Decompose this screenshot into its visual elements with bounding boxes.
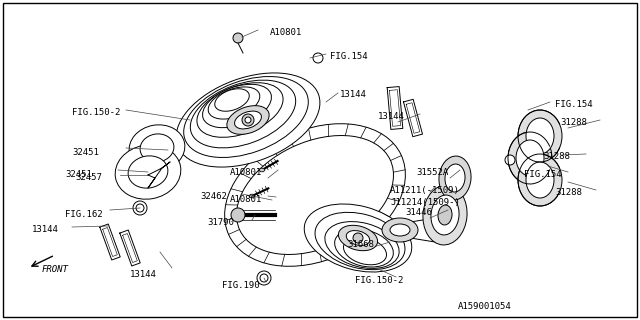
Text: 32462: 32462 — [200, 192, 227, 201]
Ellipse shape — [339, 225, 378, 251]
Ellipse shape — [190, 80, 296, 148]
Text: 13144: 13144 — [130, 270, 157, 279]
Ellipse shape — [215, 89, 249, 111]
Text: 13144: 13144 — [340, 90, 367, 99]
Text: FIG.162: FIG.162 — [65, 210, 102, 219]
Text: A11211(-1509): A11211(-1509) — [390, 186, 460, 195]
Text: 31552A: 31552A — [416, 168, 448, 177]
Ellipse shape — [115, 145, 181, 199]
Ellipse shape — [315, 212, 405, 270]
Circle shape — [260, 274, 268, 282]
Ellipse shape — [227, 106, 269, 134]
Ellipse shape — [140, 134, 174, 162]
Circle shape — [353, 233, 363, 243]
Ellipse shape — [390, 224, 410, 236]
Text: 31288: 31288 — [560, 118, 587, 127]
Text: FRONT: FRONT — [42, 265, 69, 274]
Ellipse shape — [235, 111, 261, 129]
Ellipse shape — [208, 87, 260, 119]
Text: FIG.154: FIG.154 — [330, 52, 367, 61]
Ellipse shape — [304, 204, 412, 272]
Ellipse shape — [129, 125, 185, 171]
Circle shape — [133, 201, 147, 215]
Text: 31668: 31668 — [347, 240, 374, 249]
Text: 31446: 31446 — [405, 208, 432, 217]
Text: 32451: 32451 — [72, 148, 99, 157]
Text: 31288: 31288 — [555, 188, 582, 197]
Circle shape — [505, 155, 515, 165]
Circle shape — [231, 208, 245, 222]
Circle shape — [257, 271, 271, 285]
Ellipse shape — [197, 83, 283, 137]
Ellipse shape — [526, 118, 554, 154]
Ellipse shape — [335, 229, 394, 267]
Polygon shape — [249, 194, 255, 198]
Circle shape — [233, 33, 243, 43]
Ellipse shape — [518, 154, 562, 206]
Ellipse shape — [382, 218, 418, 242]
Text: J11214(1509-): J11214(1509-) — [390, 198, 460, 207]
Ellipse shape — [518, 110, 562, 162]
Text: A10801: A10801 — [230, 195, 262, 204]
Ellipse shape — [184, 76, 308, 157]
Ellipse shape — [508, 132, 552, 184]
Text: 13144: 13144 — [32, 225, 59, 234]
Ellipse shape — [526, 162, 554, 198]
Ellipse shape — [423, 185, 467, 245]
Ellipse shape — [516, 140, 544, 176]
Ellipse shape — [439, 156, 471, 200]
Text: 31790: 31790 — [207, 218, 234, 227]
Text: A10801: A10801 — [270, 28, 302, 37]
Ellipse shape — [346, 230, 370, 245]
Text: FIG.150-2: FIG.150-2 — [355, 276, 403, 285]
Text: 32451: 32451 — [65, 170, 92, 179]
Ellipse shape — [237, 136, 394, 254]
Circle shape — [313, 53, 323, 63]
Text: FIG.154: FIG.154 — [555, 100, 593, 109]
Ellipse shape — [325, 221, 399, 268]
Text: A159001054: A159001054 — [458, 302, 512, 311]
Text: 31288: 31288 — [543, 152, 570, 161]
Circle shape — [242, 114, 254, 126]
Ellipse shape — [431, 195, 459, 235]
Ellipse shape — [202, 84, 271, 128]
Text: 32457: 32457 — [75, 173, 102, 182]
Polygon shape — [259, 168, 265, 172]
Text: 13144: 13144 — [378, 112, 405, 121]
Ellipse shape — [344, 237, 387, 265]
Ellipse shape — [128, 156, 168, 188]
Text: FIG.150-2: FIG.150-2 — [72, 108, 120, 117]
Circle shape — [136, 204, 144, 212]
Ellipse shape — [176, 73, 320, 167]
Text: FIG.154: FIG.154 — [524, 170, 562, 179]
Text: A10801: A10801 — [230, 168, 262, 177]
Ellipse shape — [445, 164, 465, 192]
Text: FIG.190: FIG.190 — [222, 281, 260, 290]
Ellipse shape — [225, 124, 405, 266]
Circle shape — [245, 117, 251, 123]
Ellipse shape — [438, 205, 452, 225]
